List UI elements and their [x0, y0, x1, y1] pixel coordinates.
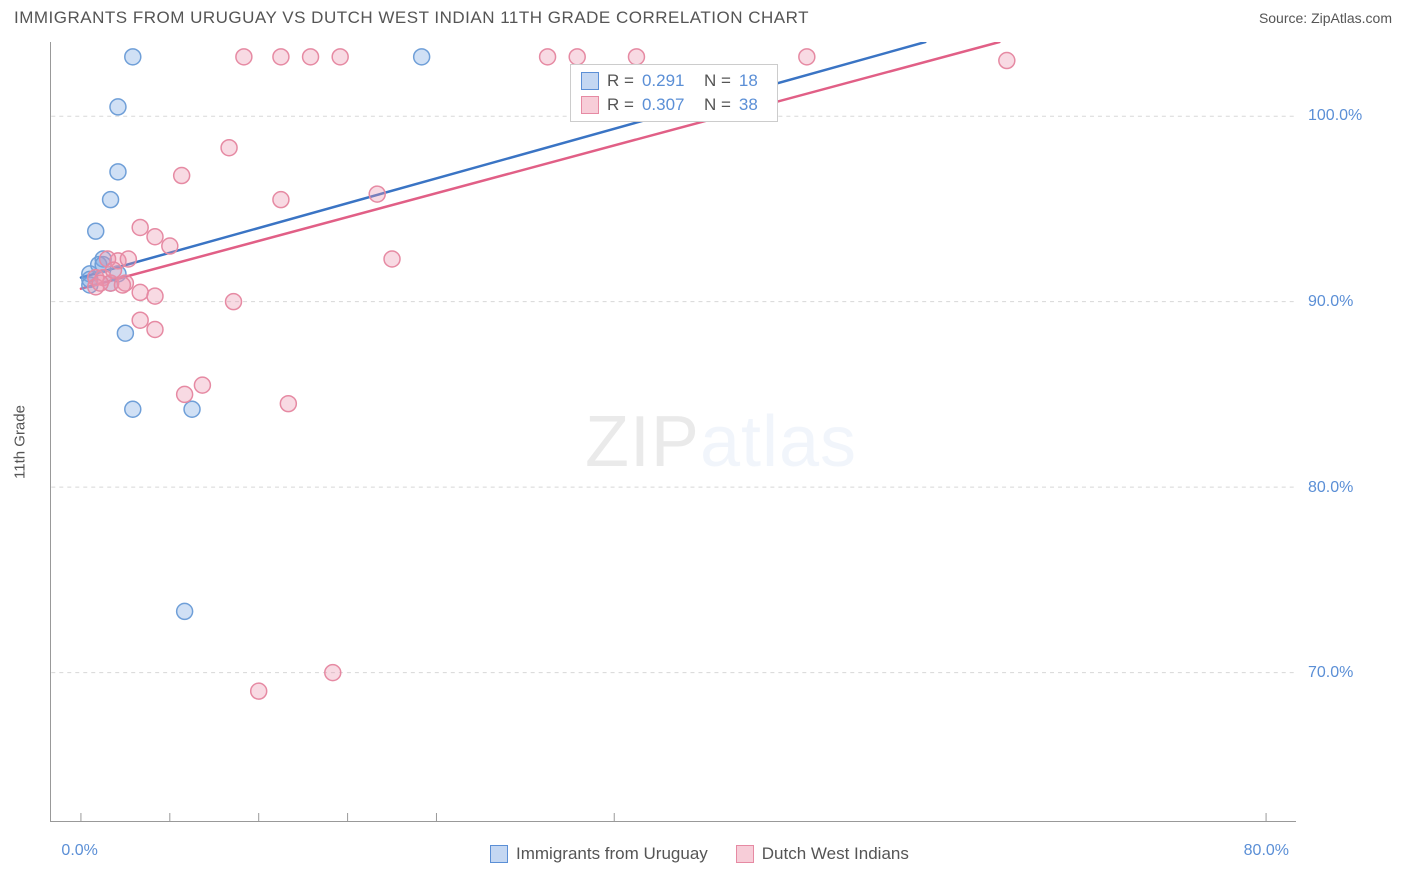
data-point [132, 284, 148, 300]
bottom-legend-label: Dutch West Indians [762, 844, 909, 864]
data-point [999, 53, 1015, 69]
data-point [194, 377, 210, 393]
data-point [125, 401, 141, 417]
data-point [147, 321, 163, 337]
legend-n-label: N = [704, 71, 731, 91]
data-point [273, 192, 289, 208]
data-point [110, 164, 126, 180]
legend-r-label: R = [607, 71, 634, 91]
data-point [120, 251, 136, 267]
legend-n-value: 18 [739, 71, 767, 91]
y-tick-label: 100.0% [1308, 107, 1362, 125]
data-point [236, 49, 252, 65]
header-bar: IMMIGRANTS FROM URUGUAY VS DUTCH WEST IN… [0, 0, 1406, 32]
data-point [369, 186, 385, 202]
data-point [103, 192, 119, 208]
data-point [147, 229, 163, 245]
data-point [303, 49, 319, 65]
data-point [147, 288, 163, 304]
legend-swatch [581, 72, 599, 90]
x-tick-label: 0.0% [61, 842, 97, 860]
legend-r-label: R = [607, 95, 634, 115]
data-point [117, 325, 133, 341]
data-point [125, 49, 141, 65]
data-point [799, 49, 815, 65]
scatter-plot-svg [50, 42, 1296, 822]
data-point [628, 49, 644, 65]
data-point [332, 49, 348, 65]
chart-source: Source: ZipAtlas.com [1259, 10, 1392, 26]
legend-r-value: 0.307 [642, 95, 696, 115]
data-point [226, 294, 242, 310]
data-point [221, 140, 237, 156]
data-point [177, 386, 193, 402]
legend-swatch [736, 845, 754, 863]
source-name: ZipAtlas.com [1311, 10, 1392, 26]
data-point [92, 275, 108, 291]
legend-stats-row: R = 0.307 N = 38 [581, 93, 767, 117]
bottom-legend-label: Immigrants from Uruguay [516, 844, 708, 864]
legend-r-value: 0.291 [642, 71, 696, 91]
y-tick-label: 80.0% [1308, 479, 1353, 497]
data-point [540, 49, 556, 65]
legend-swatch [490, 845, 508, 863]
data-point [325, 665, 341, 681]
data-point [162, 238, 178, 254]
chart-area: 11th Grade ZIPatlas R =0.291N =18R =0.30… [50, 42, 1392, 842]
legend-swatch [581, 96, 599, 114]
legend-stats-row: R = 0.291 N = 18 [581, 69, 767, 93]
legend-n-label: N = [704, 95, 731, 115]
data-point [184, 401, 200, 417]
bottom-legend: Immigrants from Uruguay Dutch West Indian… [490, 844, 909, 864]
y-axis-label: 11th Grade [12, 405, 29, 479]
data-point [384, 251, 400, 267]
legend-n-value: 38 [739, 95, 767, 115]
y-tick-label: 70.0% [1308, 664, 1353, 682]
data-point [177, 603, 193, 619]
y-tick-label: 90.0% [1308, 293, 1353, 311]
legend-stats-box: R = 0.291 N = 18 R = 0.307 N = 38 [570, 64, 778, 122]
data-point [88, 223, 104, 239]
data-point [132, 219, 148, 235]
bottom-legend-item: Dutch West Indians [736, 844, 909, 864]
data-point [569, 49, 585, 65]
data-point [114, 277, 130, 293]
data-point [273, 49, 289, 65]
x-tick-label: 80.0% [1244, 842, 1289, 860]
data-point [414, 49, 430, 65]
bottom-legend-item: Immigrants from Uruguay [490, 844, 708, 864]
source-prefix: Source: [1259, 10, 1311, 26]
data-point [132, 312, 148, 328]
data-point [280, 396, 296, 412]
data-point [110, 99, 126, 115]
data-point [174, 168, 190, 184]
chart-title: IMMIGRANTS FROM URUGUAY VS DUTCH WEST IN… [14, 8, 809, 28]
data-point [251, 683, 267, 699]
data-point [106, 262, 122, 278]
